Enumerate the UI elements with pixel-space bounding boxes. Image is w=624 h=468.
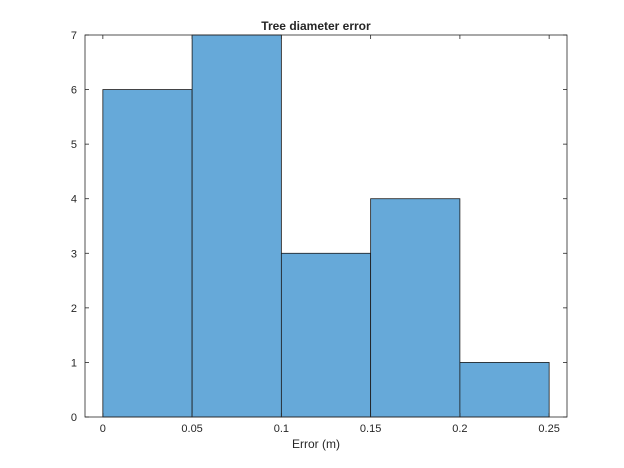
chart-title: Tree diameter error <box>261 19 371 33</box>
x-tick-label: 0.05 <box>181 423 202 435</box>
y-tick-label: 7 <box>71 30 77 42</box>
axes-box <box>84 34 568 418</box>
histogram-bar <box>459 362 550 418</box>
x-tick-label: 0.2 <box>452 423 467 435</box>
y-tick-label: 6 <box>71 85 77 97</box>
y-tick-label: 1 <box>71 357 77 369</box>
y-tick-label: 4 <box>71 194 77 206</box>
histogram-bar <box>191 34 282 418</box>
y-tick-label: 0 <box>71 412 77 424</box>
histogram-bar <box>102 89 193 418</box>
y-tick-label: 2 <box>71 303 77 315</box>
x-tick-label: 0.1 <box>274 423 289 435</box>
bars-group <box>102 34 550 418</box>
x-axis-label: Error (m) <box>292 437 340 451</box>
x-tick-label: 0.15 <box>360 423 381 435</box>
y-tick-label: 3 <box>71 248 77 260</box>
y-axis-ticks: 0 1 2 3 4 5 6 7 <box>71 30 567 424</box>
histogram-bar <box>370 198 461 418</box>
x-tick-label: 0 <box>100 423 106 435</box>
histogram-bar <box>280 252 372 418</box>
x-tick-label: 0.25 <box>538 423 559 435</box>
x-axis-ticks: 0 0.05 0.1 0.15 0.2 0.25 <box>100 35 560 435</box>
y-tick-label: 5 <box>71 139 77 151</box>
